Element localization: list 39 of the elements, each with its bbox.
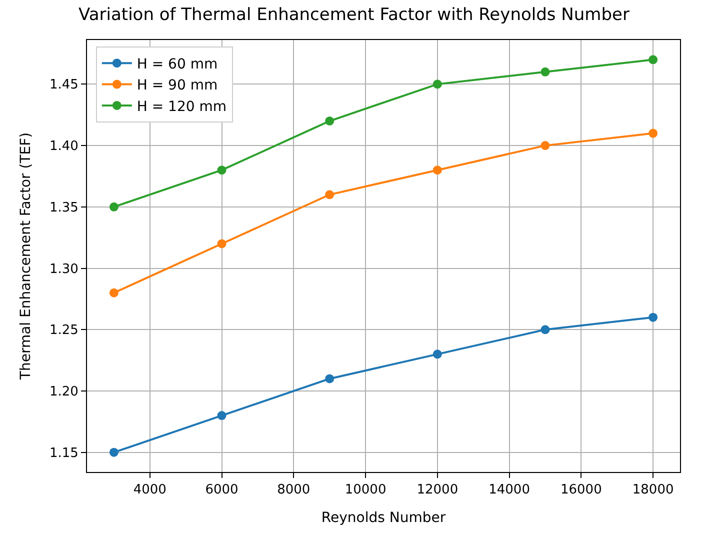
y-tick-label: 1.30 [49,262,78,277]
x-tick-label: 6000 [205,482,238,498]
point [540,141,550,150]
y-axis-title: Thermal Enhancement Factor (TEF) [18,132,34,381]
chart-title: Variation of Thermal Enhancement Factor with Reynolds Number [78,4,630,25]
point [217,166,226,175]
point [109,288,118,298]
x-tick-label: 8000 [277,482,310,498]
point [325,374,334,384]
legend-label: H = 60 mm [136,56,218,73]
x-tick-label: 14000 [488,482,530,498]
point [325,116,334,126]
point [540,67,550,76]
x-tick-label: 4000 [133,482,166,498]
point [648,128,658,138]
x-axis-title: Reynolds Number [321,510,446,526]
point [648,55,658,64]
x-tick-label: 16000 [560,482,602,498]
point [109,202,118,212]
point [432,166,442,175]
point [432,350,442,359]
x-tick-label: 10000 [344,482,386,498]
legend-label: H = 90 mm [136,78,218,94]
point [540,325,550,334]
point [217,411,226,420]
point [648,312,658,322]
y-tick-label: 1.15 [49,446,78,461]
y-tick-label: 1.40 [49,139,78,154]
x-tick-label: 18000 [632,482,674,498]
y-tick-label: 1.35 [49,200,78,216]
point [432,80,442,89]
point [109,448,118,457]
y-tick-label: 1.25 [49,323,78,338]
y-tick-label: 1.45 [49,78,78,93]
legend-label: H = 120 mm [136,98,227,115]
point [217,239,226,248]
x-tick-label: 12000 [416,482,458,498]
y-tick-label: 1.20 [49,384,78,400]
point [325,190,334,200]
